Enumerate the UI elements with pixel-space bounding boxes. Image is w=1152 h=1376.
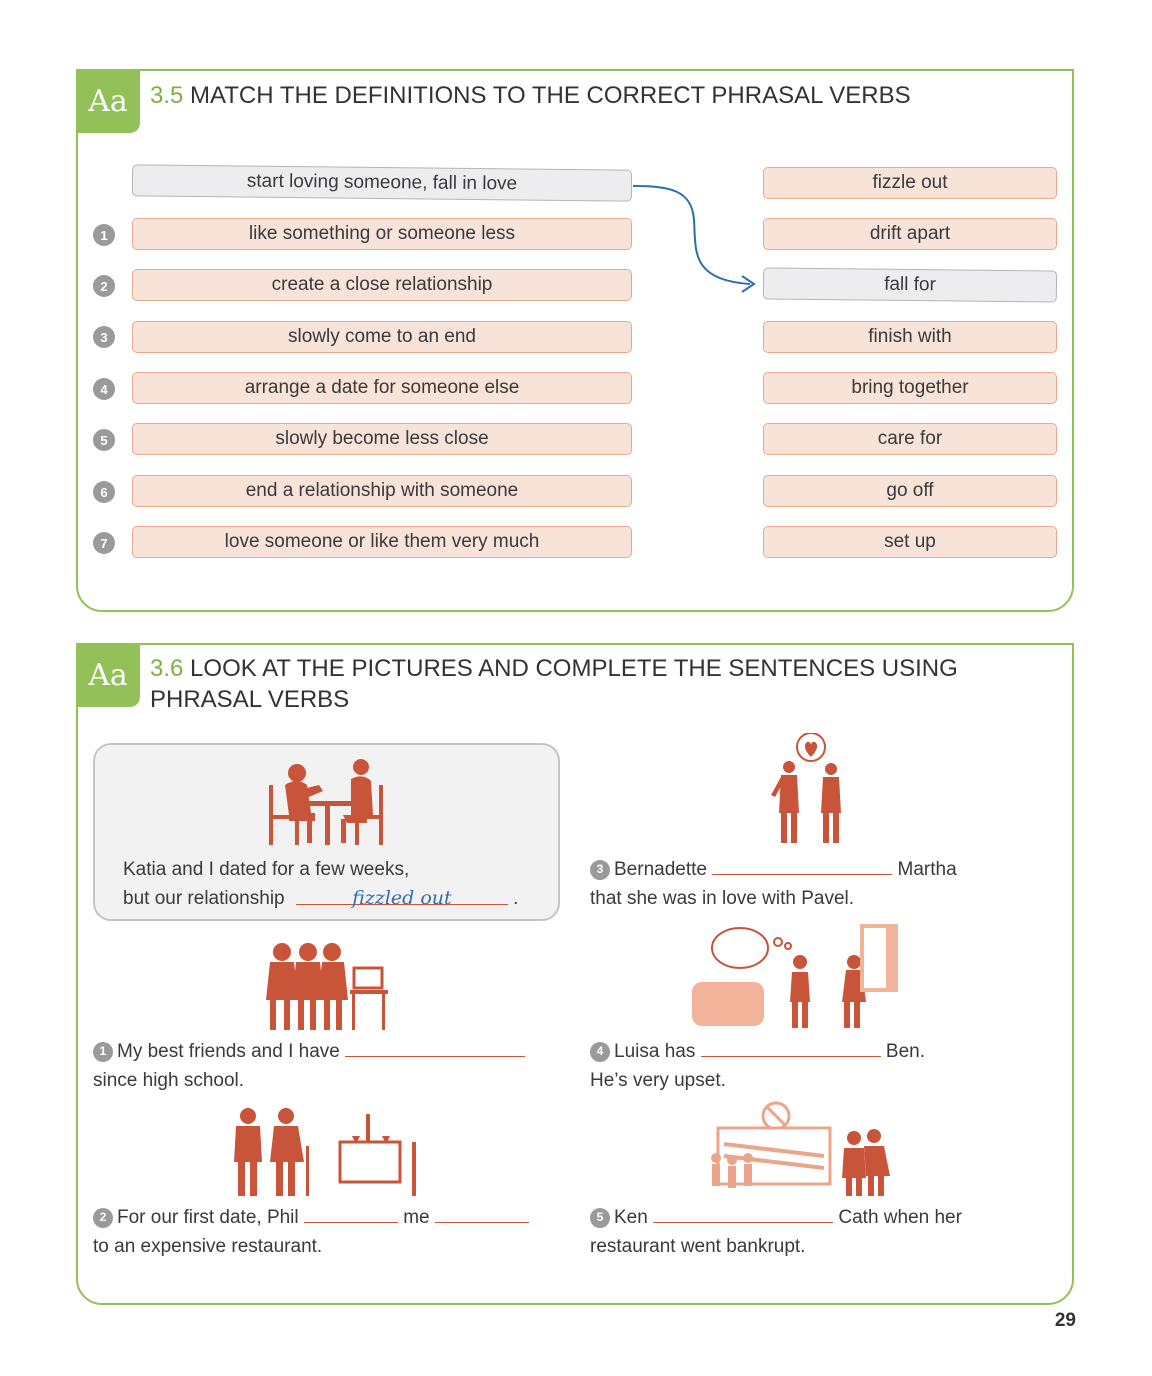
number-badge: 1 [93,1041,113,1062]
definition-box[interactable]: slowly become less close [132,423,632,455]
sentence-3: 3 Bernadette Martha that she was in love … [590,854,957,913]
definition-box[interactable]: end a relationship with someone [132,475,632,507]
sentence-text: restaurant went bankrupt. [590,1236,806,1257]
verb-box[interactable]: fizzle out [763,167,1057,199]
sentence-text: For our first date, Phil [117,1207,299,1228]
number-badge: 6 [93,481,115,503]
sentence-text: me [403,1207,430,1228]
exercise-number: 3.5 [150,82,184,109]
verb-box[interactable]: drift apart [763,218,1057,250]
page-number: 29 [1054,1310,1076,1331]
example-line1: Katia and I dated for a few weeks, [123,859,410,880]
verb-box-example[interactable]: fall for [762,267,1058,303]
handwritten-answer: fizzled out [352,887,452,909]
number-badge: 4 [93,378,115,400]
example-line2: but our relationship [123,888,285,909]
exercise-title-line2: PHRASAL VERBS [150,686,350,713]
number-badge: 3 [590,859,610,880]
breakup-illustration [692,924,898,1028]
exercise-title: 3.5 MATCH THE DEFINITIONS TO THE CORRECT… [150,80,911,111]
sentence-4: 4 Luisa has Ben. He’s very upset. [590,1036,925,1095]
number-badge: 1 [93,224,115,246]
dining-couple-illustration [269,759,383,845]
vocabulary-badge: Aa [76,643,140,707]
answer-blank[interactable] [712,854,893,875]
sentence-1: 1 My best friends and I have since high s… [93,1036,526,1095]
gossip-illustration [771,733,841,843]
definition-box[interactable]: arrange a date for someone else [132,372,632,404]
number-badge: 2 [93,275,115,297]
sentence-text: Luisa has [614,1041,696,1062]
friends-illustration [266,943,388,1030]
answer-blank[interactable] [653,1202,834,1223]
definition-box[interactable]: like something or someone less [132,218,632,250]
verb-box[interactable]: finish with [763,321,1057,353]
sentence-text: Ben. [885,1041,925,1062]
sentence-2: 2 For our first date, Phil me to an expen… [93,1202,529,1261]
vocabulary-badge: Aa [76,69,140,133]
exercise-title-line1: LOOK AT THE PICTURES AND COMPLETE THE SE… [190,655,958,682]
answer-blank[interactable] [345,1036,526,1057]
restaurant-date-illustration [234,1108,416,1196]
answer-blank[interactable] [303,1202,398,1223]
example-answer-blank: fizzled out [295,884,508,909]
number-badge: 4 [590,1041,610,1062]
sentence-text: that she was in love with Pavel. [590,888,855,909]
verb-box[interactable]: set up [763,526,1057,558]
sentence-text: My best friends and I have [117,1041,340,1062]
verb-box[interactable]: bring together [763,372,1057,404]
exercise-number: 3.6 [150,655,184,682]
definition-box[interactable]: love someone or like them very much [132,526,632,558]
verb-box[interactable]: go off [763,475,1057,507]
example-definition: start loving someone, fall in love [131,164,633,202]
example-period: . [513,888,519,909]
number-badge: 5 [93,429,115,451]
exercise-title: 3.6 LOOK AT THE PICTURES AND COMPLETE TH… [150,653,958,715]
number-badge: 2 [93,1207,113,1228]
sentence-text: Ken [614,1207,648,1228]
answer-blank[interactable] [700,1036,881,1057]
example-box: Katia and I dated for a few weeks, but o… [93,743,560,921]
bankrupt-restaurant-illustration [711,1101,890,1196]
definition-box[interactable]: slowly come to an end [132,321,632,353]
sentence-text: Martha [897,859,957,880]
number-badge: 5 [590,1207,610,1228]
sentence-text: to an expensive restaurant. [93,1236,323,1257]
answer-blank[interactable] [434,1202,529,1223]
sentence-text: He’s very upset. [590,1070,726,1091]
sentence-text: since high school. [93,1070,245,1091]
number-badge: 7 [93,532,115,554]
sentence-text: Cath when her [838,1207,962,1228]
exercise-title-text: MATCH THE DEFINITIONS TO THE CORRECT PHR… [190,82,911,109]
match-arrow [632,185,756,293]
sentence-text: Bernadette [614,859,707,880]
sentence-5: 5 Ken Cath when her restaurant went bankr… [590,1202,962,1261]
verb-box[interactable]: care for [763,423,1057,455]
definition-box[interactable]: create a close relationship [132,269,632,301]
number-badge: 3 [93,326,115,348]
example-sentence: Katia and I dated for a few weeks, but o… [123,855,518,913]
